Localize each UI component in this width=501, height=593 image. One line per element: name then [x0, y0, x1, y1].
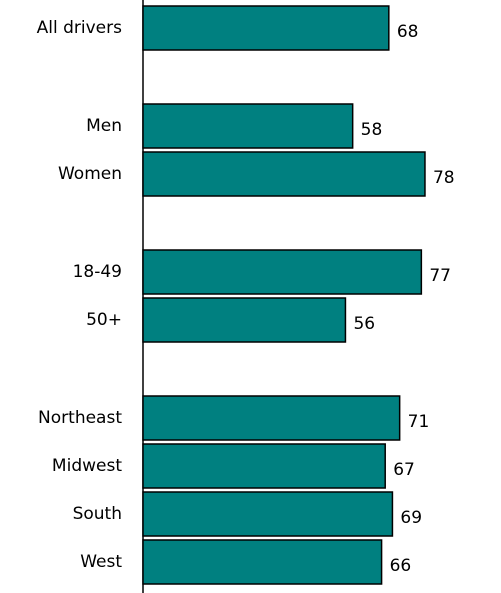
value-label-18-49: 77 [429, 266, 451, 286]
category-label-west: West [80, 552, 122, 572]
bar-south [142, 491, 394, 537]
value-label-50: 56 [353, 314, 375, 334]
bars-group [142, 5, 426, 585]
bar-west [142, 539, 383, 585]
bar-midwest [142, 443, 386, 489]
category-label-50: 50+ [86, 310, 122, 330]
bar-women [142, 151, 426, 197]
value-label-south: 69 [400, 508, 422, 528]
bar-all-drivers [142, 5, 390, 51]
bar-18-49 [142, 249, 423, 295]
value-label-men: 58 [361, 120, 383, 140]
category-label-women: Women [58, 164, 122, 184]
category-label-south: South [73, 504, 122, 524]
bar-northeast [142, 395, 401, 441]
bar-50 [142, 297, 347, 343]
value-label-all-drivers: 68 [397, 22, 419, 42]
labels-group: All drivers 68 Men 58 Women 78 18-49 77 50+ 56 Nor… [37, 18, 455, 576]
category-label-18-49: 18-49 [73, 262, 122, 282]
category-label-all-drivers: All drivers [37, 18, 122, 38]
category-label-men: Men [86, 116, 122, 136]
category-label-midwest: Midwest [52, 456, 122, 476]
value-label-midwest: 67 [393, 460, 415, 480]
category-label-northeast: Northeast [38, 408, 122, 428]
value-label-west: 66 [390, 556, 412, 576]
value-label-women: 78 [433, 168, 455, 188]
bar-men [142, 103, 354, 149]
value-label-northeast: 71 [408, 412, 430, 432]
